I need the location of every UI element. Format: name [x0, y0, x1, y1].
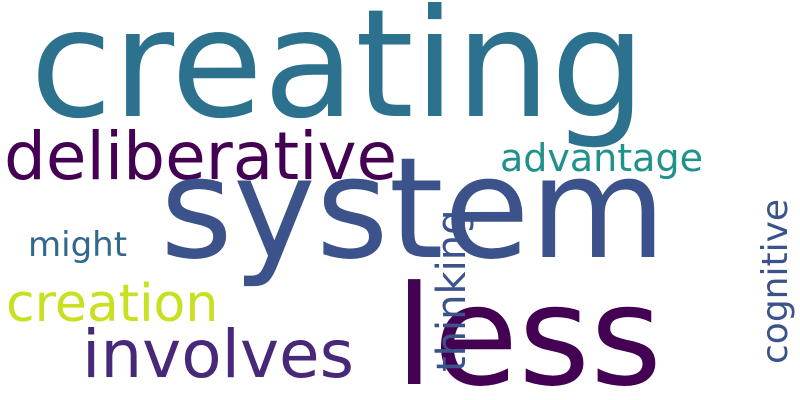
word-system: system [160, 128, 667, 291]
word-less: less [395, 256, 663, 400]
word-creation: creation [6, 274, 219, 334]
word-advantage: advantage [500, 136, 703, 180]
word-thinking: thinking [429, 209, 475, 372]
word-involves: involves [82, 316, 354, 393]
word-deliberative: deliberative [4, 118, 398, 195]
word-cognitive: cognitive [755, 198, 796, 364]
word-creating: creating [30, 0, 646, 152]
word-might: might [28, 225, 128, 265]
